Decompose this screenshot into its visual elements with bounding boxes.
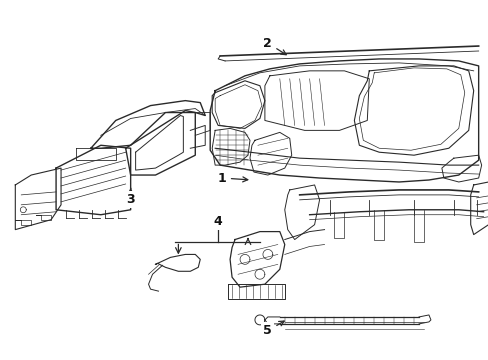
Text: 4: 4 <box>213 215 222 228</box>
Text: 3: 3 <box>126 188 135 206</box>
Text: 2: 2 <box>263 37 285 55</box>
Text: 1: 1 <box>217 171 247 185</box>
Text: 5: 5 <box>263 321 284 337</box>
